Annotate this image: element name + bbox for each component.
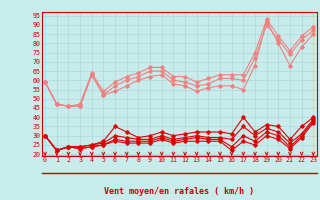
Text: Vent moyen/en rafales ( km/h ): Vent moyen/en rafales ( km/h ) — [104, 187, 254, 196]
